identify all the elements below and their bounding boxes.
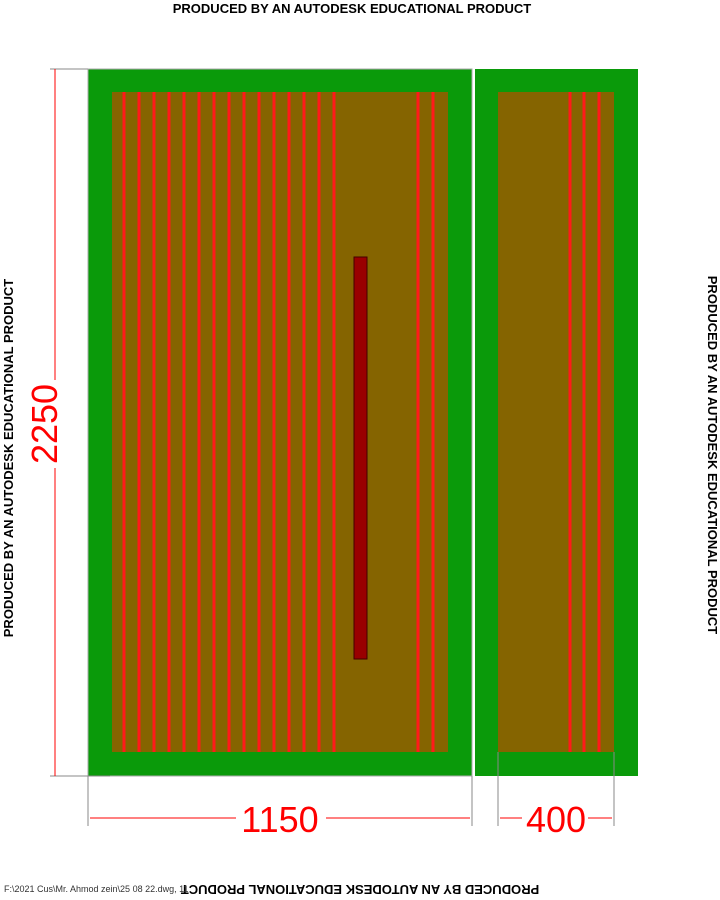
handle (353, 256, 368, 660)
label-bg (236, 800, 326, 836)
door-left (87, 68, 473, 777)
dim-right-width: 400 (526, 799, 586, 840)
watermark-right: PRODUCED BY AN AUTODESK EDUCATIONAL PROD… (705, 276, 720, 635)
watermark-top: PRODUCED BY AN AUTODESK EDUCATIONAL PROD… (173, 1, 532, 16)
label-bg (522, 800, 588, 836)
file-path: F:\2021 Cus\Mr. Ahmod zein\25 08 22.dwg,… (4, 884, 188, 894)
slats (568, 92, 601, 752)
extension-lines (50, 68, 615, 826)
watermark-bottom: PRODUCED BY AN AUTODESK EDUCATIONAL PROD… (181, 882, 540, 897)
dim-left-width: 1150 (241, 799, 318, 840)
label-bg (22, 380, 62, 468)
door-right (475, 69, 638, 776)
panel (112, 92, 448, 752)
watermark-left: PRODUCED BY AN AUTODESK EDUCATIONAL PROD… (1, 279, 16, 638)
slats (122, 92, 435, 752)
panel (498, 92, 614, 752)
dim-height: 2250 (24, 384, 65, 464)
